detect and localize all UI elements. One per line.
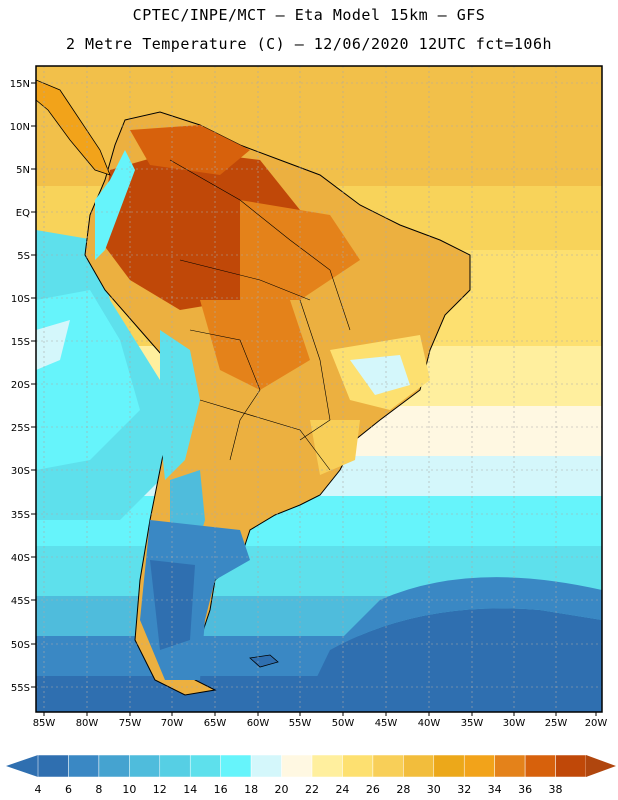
colorbar-label: 6 <box>65 783 72 796</box>
lon-label: 80W <box>76 718 99 729</box>
lat-label: 55S <box>11 683 30 694</box>
lon-label: 70W <box>161 718 184 729</box>
colorbar-label: 12 <box>153 783 167 796</box>
colorbar-label: 38 <box>549 783 563 796</box>
colorbar-bin <box>98 754 130 778</box>
map-frame <box>35 65 603 713</box>
lat-label: 5S <box>17 251 30 262</box>
colorbar-bin <box>463 754 495 778</box>
lon-label: 60W <box>247 718 270 729</box>
lon-label: 20W <box>585 718 608 729</box>
colorbar-bin <box>524 754 556 778</box>
lon-label: 75W <box>119 718 142 729</box>
lon-label: 65W <box>204 718 227 729</box>
colorbar-label: 8 <box>95 783 102 796</box>
colorbar-bin <box>129 754 161 778</box>
title-line-2: 2 Metre Temperature (C) – 12/06/2020 12U… <box>65 35 553 53</box>
colorbar-over-triangle <box>586 755 616 777</box>
temperature-field <box>36 66 602 712</box>
lat-label: 35S <box>11 510 30 521</box>
colorbar-under-triangle <box>6 755 38 777</box>
colorbar-label: 32 <box>457 783 471 796</box>
colorbar-bin <box>403 754 435 778</box>
lat-label: 20S <box>11 380 30 391</box>
lon-label: 55W <box>289 718 312 729</box>
lat-label: EQ <box>16 208 30 219</box>
lon-label: 40W <box>418 718 441 729</box>
colorbar-label: 26 <box>366 783 380 796</box>
lon-label: 85W <box>33 718 56 729</box>
lat-label: 5N <box>16 165 30 176</box>
colorbar-bin <box>494 754 526 778</box>
lat-label: 10N <box>10 122 30 133</box>
colorbar-label: 10 <box>122 783 136 796</box>
colorbar-label: 22 <box>305 783 319 796</box>
lat-label: 45S <box>11 596 30 607</box>
colorbar-bin <box>220 754 252 778</box>
colorbar-bin <box>159 754 191 778</box>
colorbar-bin <box>68 754 100 778</box>
colorbar-label: 34 <box>488 783 502 796</box>
colorbar-bin <box>372 754 404 778</box>
colorbar-label: 4 <box>35 783 42 796</box>
colorbar-label: 20 <box>275 783 289 796</box>
colorbar-label: 16 <box>214 783 228 796</box>
colorbar-label: 14 <box>183 783 197 796</box>
lat-label: 25S <box>11 423 30 434</box>
lon-label: 50W <box>332 718 355 729</box>
lon-label: 35W <box>461 718 484 729</box>
colorbar-bin <box>342 754 374 778</box>
colorbar-bin <box>37 754 69 778</box>
lat-label: 50S <box>11 640 30 651</box>
colorbar-bin <box>311 754 343 778</box>
colorbar-bin <box>555 754 587 778</box>
lat-label: 40S <box>11 553 30 564</box>
colorbar-bin <box>281 754 313 778</box>
lat-label: 30S <box>11 466 30 477</box>
colorbar-bin <box>433 754 465 778</box>
colorbar-bin <box>250 754 282 778</box>
colorbar-label: 24 <box>335 783 349 796</box>
colorbar-bin <box>189 754 221 778</box>
lat-label: 15N <box>10 79 30 90</box>
lon-label: 45W <box>375 718 398 729</box>
lon-label: 30W <box>503 718 526 729</box>
colorbar-label: 36 <box>518 783 532 796</box>
title-line-1: CPTEC/INPE/MCT – Eta Model 15km – GFS <box>132 6 486 24</box>
lon-label: 25W <box>545 718 568 729</box>
lat-label: 10S <box>11 294 30 305</box>
colorbar-label: 18 <box>244 783 258 796</box>
colorbar-label: 28 <box>396 783 410 796</box>
lat-label: 15S <box>11 337 30 348</box>
colorbar-label: 30 <box>427 783 441 796</box>
colorbar: 4 6 8 10 12 14 16 18 20 22 24 26 28 30 32 34 36 38 <box>6 754 616 796</box>
